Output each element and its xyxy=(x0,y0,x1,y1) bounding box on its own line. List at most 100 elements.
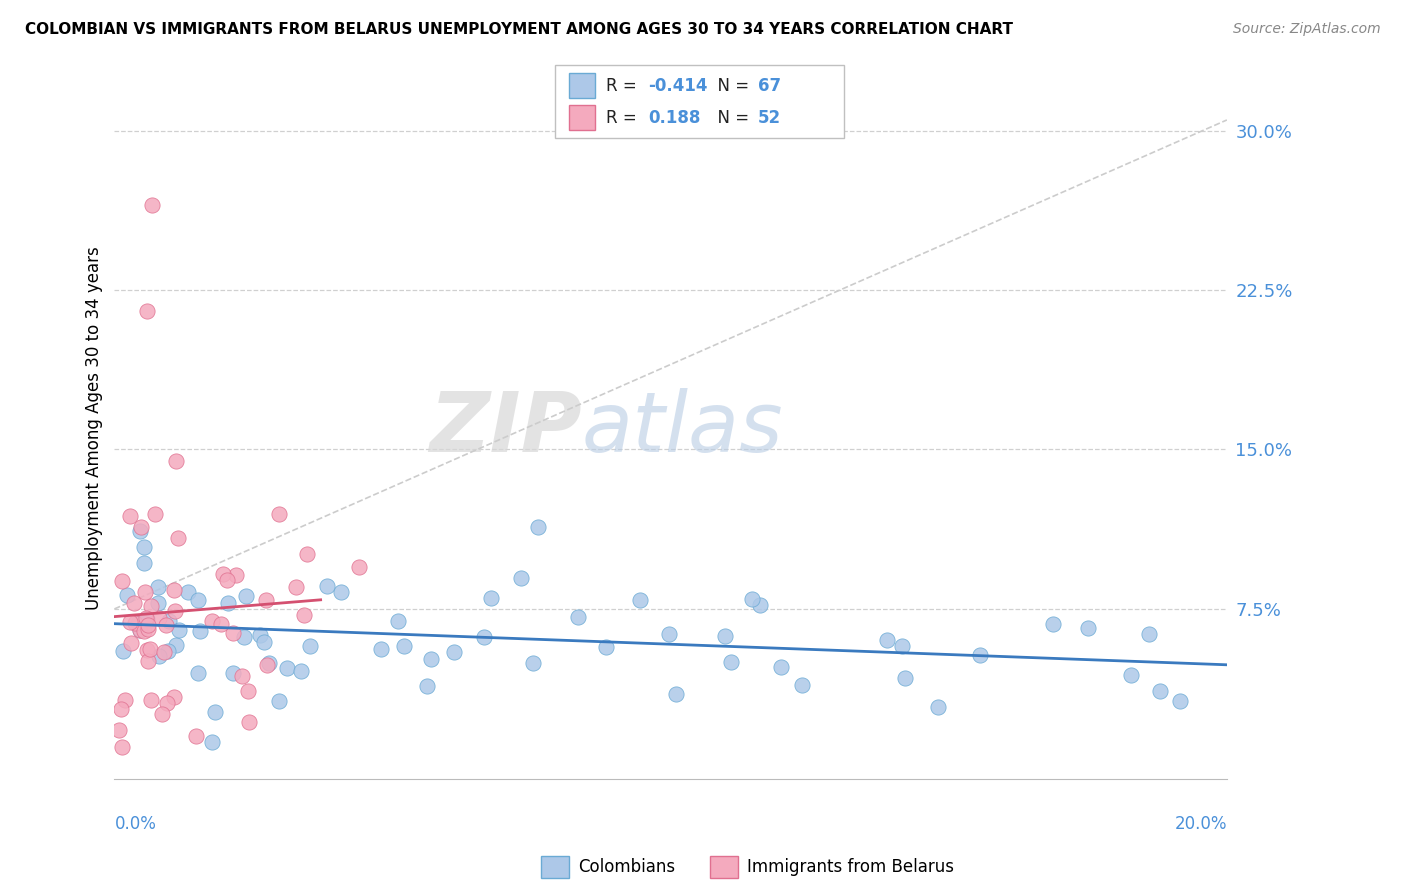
Point xyxy=(139,642,162,657)
Point xyxy=(188,624,211,638)
Point xyxy=(370,642,392,657)
Point xyxy=(187,666,209,681)
Point xyxy=(420,652,443,666)
Text: Colombians: Colombians xyxy=(578,858,675,876)
Text: atlas: atlas xyxy=(582,388,783,468)
Point xyxy=(111,574,134,588)
Point xyxy=(122,596,145,610)
Point xyxy=(121,636,143,650)
Point xyxy=(259,657,281,671)
Point xyxy=(217,596,239,610)
Point xyxy=(969,648,991,662)
Point xyxy=(474,630,496,644)
Point xyxy=(392,639,415,653)
Point xyxy=(276,661,298,675)
Point xyxy=(658,627,681,641)
Point xyxy=(890,640,912,654)
Point xyxy=(212,567,235,582)
Point xyxy=(165,638,187,652)
Point xyxy=(790,678,813,692)
Point xyxy=(127,616,149,631)
Point xyxy=(150,707,173,722)
Point xyxy=(231,669,253,683)
Point xyxy=(163,583,186,598)
Point xyxy=(134,584,156,599)
Point xyxy=(298,639,321,653)
Point xyxy=(146,596,169,610)
Point xyxy=(184,730,207,744)
Point xyxy=(129,524,152,539)
Text: Immigrants from Belarus: Immigrants from Belarus xyxy=(747,858,953,876)
Point xyxy=(221,665,243,680)
Text: N =: N = xyxy=(707,109,755,127)
Point xyxy=(118,509,141,524)
Text: 0.0%: 0.0% xyxy=(114,815,156,833)
Point xyxy=(665,687,688,701)
Point xyxy=(295,548,318,562)
Point xyxy=(132,556,155,570)
Point xyxy=(1137,627,1160,641)
Point xyxy=(201,734,224,748)
Text: Source: ZipAtlas.com: Source: ZipAtlas.com xyxy=(1233,22,1381,37)
Point xyxy=(139,692,162,706)
Point xyxy=(238,715,260,730)
Point xyxy=(136,618,159,632)
Point xyxy=(387,615,409,629)
Point xyxy=(217,573,239,587)
Text: 20.0%: 20.0% xyxy=(1174,815,1227,833)
Point xyxy=(893,671,915,685)
Point xyxy=(129,623,152,637)
Point xyxy=(1042,617,1064,632)
Point xyxy=(107,723,129,738)
Point xyxy=(156,644,179,658)
Point xyxy=(204,705,226,719)
Point xyxy=(187,593,209,607)
Point xyxy=(876,632,898,647)
Point xyxy=(222,625,245,640)
Point xyxy=(148,648,170,663)
Point xyxy=(129,623,152,637)
Point xyxy=(741,592,763,607)
Text: 0.188: 0.188 xyxy=(648,109,700,127)
Point xyxy=(1149,684,1171,698)
Y-axis label: Unemployment Among Ages 30 to 34 years: Unemployment Among Ages 30 to 34 years xyxy=(86,246,103,610)
Point xyxy=(628,593,651,607)
Point xyxy=(134,624,156,639)
Point xyxy=(232,630,254,644)
Point xyxy=(290,665,312,679)
Point xyxy=(527,519,550,533)
Point xyxy=(110,702,132,716)
Text: ZIP: ZIP xyxy=(429,388,582,468)
Point xyxy=(416,679,439,693)
Point xyxy=(155,618,177,632)
Point xyxy=(211,616,233,631)
Point xyxy=(153,644,176,658)
Text: R =: R = xyxy=(606,109,643,127)
Point xyxy=(714,630,737,644)
Point xyxy=(1121,668,1143,682)
Point xyxy=(111,644,134,658)
Point xyxy=(316,579,339,593)
Point xyxy=(135,643,157,657)
Point xyxy=(136,304,159,318)
Point xyxy=(238,683,260,698)
Point xyxy=(522,656,544,670)
Text: R =: R = xyxy=(606,77,643,95)
Point xyxy=(330,585,353,599)
Point xyxy=(111,740,134,755)
Point xyxy=(256,658,278,673)
Point xyxy=(443,645,465,659)
Point xyxy=(143,508,166,522)
Point xyxy=(567,610,589,624)
Point xyxy=(148,611,170,625)
Point xyxy=(146,580,169,594)
Point xyxy=(269,694,291,708)
Point xyxy=(157,615,180,629)
Point xyxy=(136,622,159,636)
Point xyxy=(254,593,277,607)
Text: 52: 52 xyxy=(758,109,780,127)
Point xyxy=(129,519,152,533)
Point xyxy=(769,659,792,673)
Point xyxy=(720,655,742,669)
Point xyxy=(117,588,139,602)
